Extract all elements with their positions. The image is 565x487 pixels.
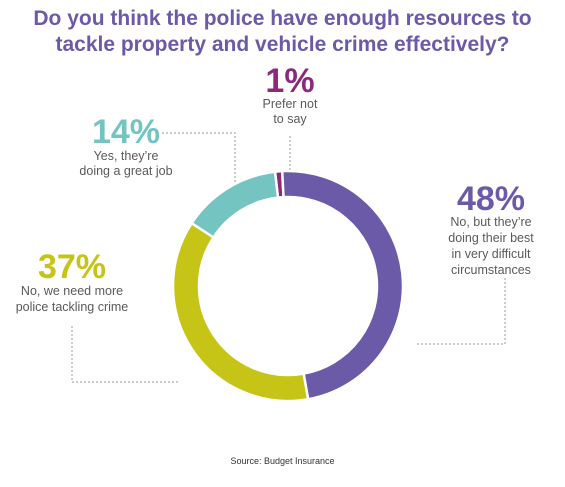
slice-desc-no-best-line-1: No, but they’re — [450, 215, 531, 229]
slice-desc-no-more-line-2: police tackling crime — [16, 300, 129, 314]
slice-desc-no-best-line-3: in very difficult — [452, 247, 531, 261]
slice-label-no-best: 48% — [457, 180, 525, 218]
slice-desc-yes-line-2: doing a great job — [79, 164, 172, 178]
slice-label-no-more: 37% — [38, 248, 106, 286]
slice-no-more — [171, 221, 310, 403]
source-note: Source: Budget Insurance — [230, 456, 335, 466]
chart-title-line-2: tackle property and vehicle crime effect… — [55, 33, 510, 56]
leader-line-no-best — [416, 278, 506, 345]
chart-title-line-1: Do you think the police have enough reso… — [33, 7, 532, 30]
slice-desc-prefer-not-line-1: Prefer not — [263, 97, 318, 111]
slice-desc-no-best-line-4: circumstances — [451, 263, 531, 277]
chart-title: Do you think the police have enough reso… — [0, 6, 565, 58]
slice-desc-no-best-line-2: doing their best — [448, 231, 534, 245]
donut-slices — [171, 169, 405, 403]
slice-no-best — [280, 169, 405, 401]
slice-label-yes: 14% — [92, 113, 160, 151]
slice-yes — [190, 170, 280, 239]
slice-desc-yes-line-1: Yes, they’re — [94, 149, 159, 163]
leader-line-no-more — [71, 326, 180, 383]
slice-label-prefer-not: 1% — [265, 62, 314, 100]
slice-desc-no-more-line-1: No, we need more — [21, 284, 123, 298]
slice-desc-prefer-not-line-2: to say — [273, 112, 307, 126]
leader-line-yes — [162, 132, 236, 183]
